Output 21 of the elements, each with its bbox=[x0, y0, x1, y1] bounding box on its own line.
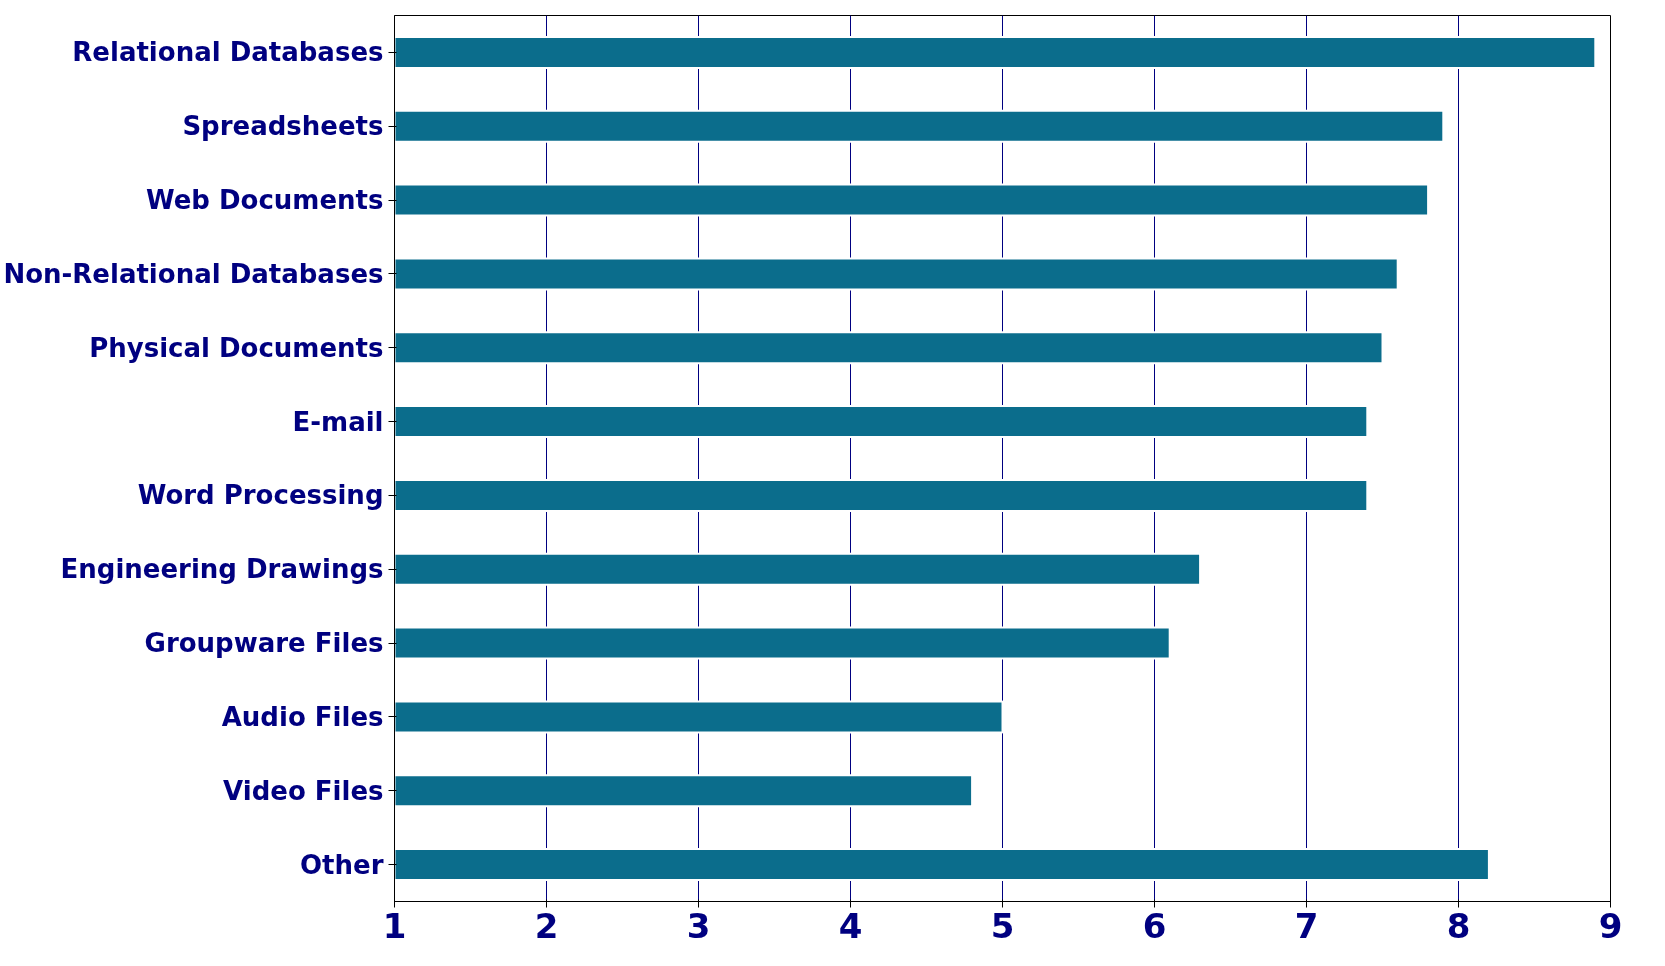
y-tick-label: Relational Databases bbox=[72, 37, 384, 68]
x-tick-label: 9 bbox=[1598, 905, 1623, 946]
y-tick-label: Engineering Drawings bbox=[60, 554, 384, 585]
x-tick-label: 2 bbox=[534, 905, 559, 946]
x-tick-label: 8 bbox=[1446, 905, 1471, 946]
y-tick-label: Audio Files bbox=[221, 701, 384, 732]
y-tick-label: Physical Documents bbox=[89, 332, 384, 363]
x-tick-label: 4 bbox=[838, 905, 863, 946]
y-tick-label: Video Files bbox=[223, 775, 384, 806]
x-tick-label: 3 bbox=[686, 905, 711, 946]
y-tick-label: Spreadsheets bbox=[182, 111, 384, 142]
x-tick-label: 7 bbox=[1294, 905, 1319, 946]
x-tick-label: 1 bbox=[382, 905, 407, 946]
y-tick-label: Web Documents bbox=[145, 185, 384, 216]
y-tick-label: Non-Relational Databases bbox=[3, 258, 384, 289]
y-tick-label: Word Processing bbox=[137, 480, 384, 511]
y-tick-label: Groupware Files bbox=[144, 628, 384, 659]
y-tick-label: Other bbox=[300, 849, 384, 880]
x-tick-label: 6 bbox=[1142, 905, 1167, 946]
y-tick-label: E-mail bbox=[292, 406, 384, 437]
x-tick-label: 5 bbox=[990, 905, 1015, 946]
